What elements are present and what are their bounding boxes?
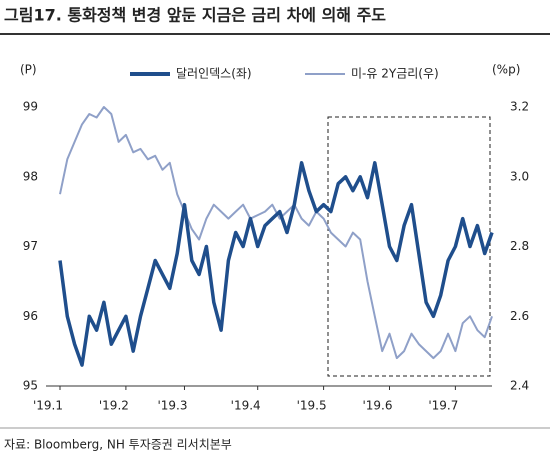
y-tick-label: 96 (23, 309, 38, 323)
y-tick-label: 95 (23, 379, 38, 393)
series-line (58, 161, 494, 367)
legend-label: 달러인덱스(좌) (176, 67, 252, 81)
legend-label: 미-유 2Y금리(우) (351, 67, 439, 81)
y2-tick-label: 3.2 (510, 100, 529, 114)
x-tick-label: '19.1 (33, 399, 63, 413)
y-tick-label: 98 (23, 169, 38, 183)
x-tick-label: '19.5 (297, 399, 327, 413)
series-line (59, 106, 493, 360)
highlight-box (327, 116, 491, 377)
x-tick-label: '19.6 (362, 399, 392, 413)
y2-tick-label: 3.0 (510, 169, 529, 183)
x-tick-label: '19.2 (99, 399, 129, 413)
y-tick-label: 99 (23, 100, 38, 114)
x-tick-label: '19.7 (428, 399, 458, 413)
y-axis-label: (P) (20, 63, 37, 77)
chart-title: 그림17. 통화정책 변경 앞둔 지금은 금리 차에 의해 주도 (4, 6, 386, 25)
y2-axis-label: (%p) (492, 63, 520, 77)
x-tick-label: '19.4 (231, 399, 261, 413)
y-tick-label: 97 (23, 239, 38, 253)
y2-tick-label: 2.4 (510, 379, 529, 393)
y2-tick-label: 2.6 (510, 309, 529, 323)
source: 자료: Bloomberg, NH 투자증권 리서치본부 (4, 438, 232, 452)
x-tick-label: '19.3 (157, 399, 187, 413)
y2-tick-label: 2.8 (510, 239, 529, 253)
